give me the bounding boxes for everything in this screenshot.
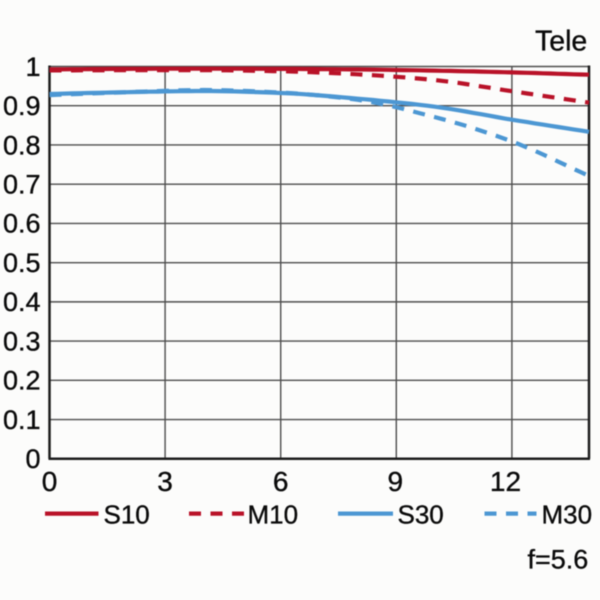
svg-text:12: 12 (490, 466, 521, 497)
svg-text:M10: M10 (248, 500, 299, 530)
svg-text:0.4: 0.4 (3, 287, 41, 317)
svg-text:0.1: 0.1 (3, 405, 41, 435)
svg-text:0.2: 0.2 (3, 366, 41, 396)
svg-text:0.7: 0.7 (3, 170, 41, 200)
svg-text:0.6: 0.6 (3, 209, 41, 239)
svg-text:S10: S10 (104, 500, 150, 530)
svg-text:9: 9 (388, 466, 404, 497)
svg-text:0.5: 0.5 (3, 248, 41, 278)
svg-text:M30: M30 (542, 500, 593, 530)
svg-text:0.3: 0.3 (3, 326, 41, 356)
svg-text:0.8: 0.8 (3, 130, 41, 160)
svg-text:0.9: 0.9 (3, 91, 41, 121)
svg-text:1: 1 (25, 52, 40, 82)
svg-text:f=5.6: f=5.6 (527, 544, 588, 574)
svg-text:S30: S30 (398, 500, 444, 530)
svg-text:Tele: Tele (535, 26, 587, 58)
svg-text:0: 0 (25, 444, 40, 474)
svg-text:6: 6 (273, 466, 289, 497)
svg-text:3: 3 (157, 466, 173, 497)
svg-text:0: 0 (42, 466, 58, 497)
